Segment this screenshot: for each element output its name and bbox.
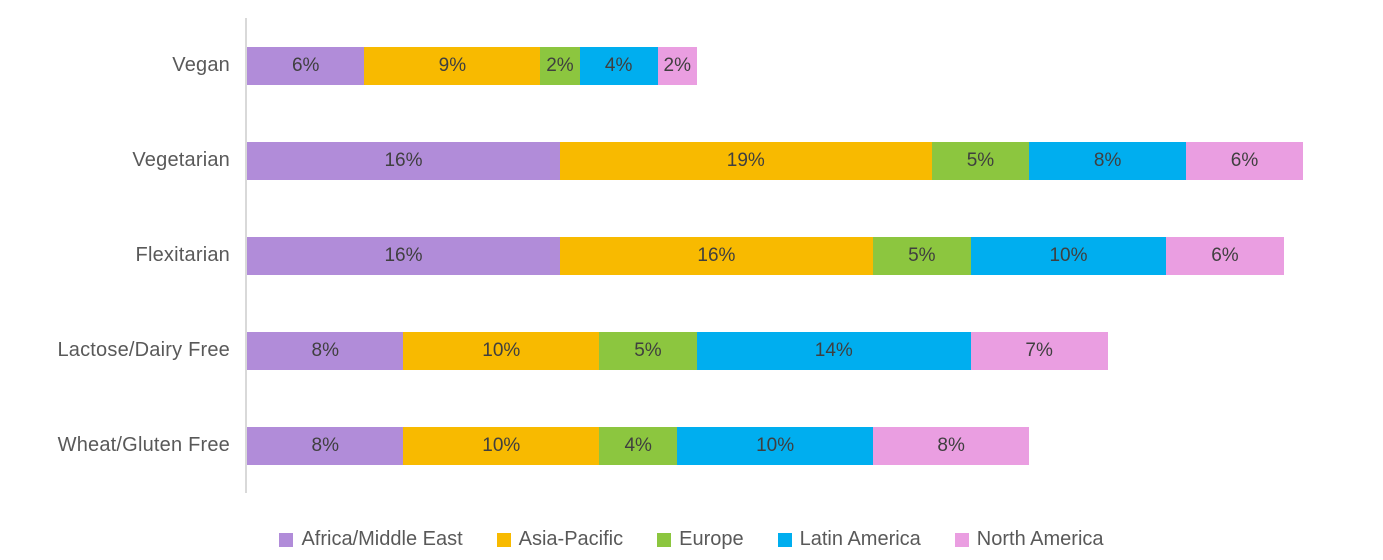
stacked-bar-vegan: 6% 9% 2% 4% 2%: [247, 46, 697, 85]
stacked-bar-vegetarian: 16% 19% 5% 8% 6%: [247, 141, 1304, 180]
bar-segment-africa-middle-east: 16%: [247, 236, 560, 275]
category-label-vegan: Vegan: [172, 54, 230, 76]
bar-segment-latin-america: 14%: [696, 331, 971, 370]
bar-segment-asia-pacific: 9%: [364, 46, 541, 85]
bar-segment-asia-pacific: 10%: [403, 331, 600, 370]
legend-item-europe: Europe: [657, 528, 744, 551]
bar-segment-asia-pacific: 19%: [559, 141, 932, 180]
legend-item-north-america: North America: [954, 528, 1104, 551]
y-axis-line: [245, 18, 247, 493]
bar-segment-north-america: 7%: [970, 331, 1108, 370]
chart-row-vegetarian: Vegetarian 16% 19% 5% 8% 6%: [0, 113, 1383, 208]
bar-segment-north-america: 2%: [657, 46, 697, 85]
chart-row-flexitarian: Flexitarian 16% 16% 5% 10% 6%: [0, 208, 1383, 303]
bar-segment-africa-middle-east: 6%: [247, 46, 365, 85]
legend-swatch-icon: [777, 532, 792, 547]
bar-segment-asia-pacific: 16%: [559, 236, 873, 275]
legend-swatch-icon: [279, 532, 294, 547]
chart-legend: Africa/Middle East Asia-Pacific Europe Lati…: [0, 528, 1383, 551]
category-label-flexitarian: Flexitarian: [135, 244, 230, 266]
legend-swatch-icon: [954, 532, 969, 547]
legend-item-latin-america: Latin America: [777, 528, 921, 551]
legend-swatch-icon: [657, 532, 672, 547]
legend-label: Latin America: [799, 528, 921, 550]
bar-segment-latin-america: 10%: [677, 426, 873, 465]
legend-label: Africa/Middle East: [301, 528, 463, 550]
bar-segment-latin-america: 4%: [579, 46, 658, 85]
stacked-bar-flexitarian: 16% 16% 5% 10% 6%: [247, 236, 1284, 275]
bar-segment-latin-america: 10%: [970, 236, 1167, 275]
bar-segment-north-america: 6%: [1185, 141, 1304, 180]
bar-segment-north-america: 6%: [1166, 236, 1284, 275]
bar-segment-asia-pacific: 10%: [403, 426, 600, 465]
legend-swatch-icon: [496, 532, 511, 547]
bar-segment-europe: 2%: [540, 46, 580, 85]
chart-row-vegan: Vegan 6% 9% 2% 4% 2%: [0, 18, 1383, 113]
plot-rows: Vegan 6% 9% 2% 4% 2% Vegetarian 16% 19% 5% 8% 6% Fle…: [0, 18, 1383, 493]
bar-segment-north-america: 8%: [872, 426, 1030, 465]
stacked-bar-wheat-gluten-free: 8% 10% 4% 10% 8%: [247, 426, 1030, 465]
bar-segment-latin-america: 8%: [1029, 141, 1186, 180]
legend-label: North America: [976, 528, 1104, 550]
bar-segment-europe: 5%: [872, 236, 971, 275]
bar-segment-europe: 5%: [931, 141, 1030, 180]
legend-item-asia-pacific: Asia-Pacific: [496, 528, 624, 551]
bar-segment-africa-middle-east: 8%: [247, 426, 404, 465]
category-label-vegetarian: Vegetarian: [132, 149, 230, 171]
category-label-wheat-gluten-free: Wheat/Gluten Free: [57, 434, 230, 456]
bar-segment-africa-middle-east: 16%: [247, 141, 560, 180]
bar-segment-europe: 5%: [599, 331, 697, 370]
legend-label: Asia-Pacific: [518, 528, 624, 550]
legend-label: Europe: [679, 528, 744, 550]
legend-item-africa-middle-east: Africa/Middle East: [279, 528, 463, 551]
bar-segment-africa-middle-east: 8%: [247, 331, 404, 370]
bar-segment-europe: 4%: [599, 426, 678, 465]
stacked-bar-lactose-dairy-free: 8% 10% 5% 14% 7%: [247, 331, 1108, 370]
chart-row-wheat-gluten-free: Wheat/Gluten Free 8% 10% 4% 10% 8%: [0, 398, 1383, 493]
category-label-lactose-dairy-free: Lactose/Dairy Free: [57, 339, 230, 361]
chart-row-lactose-dairy-free: Lactose/Dairy Free 8% 10% 5% 14% 7%: [0, 303, 1383, 398]
